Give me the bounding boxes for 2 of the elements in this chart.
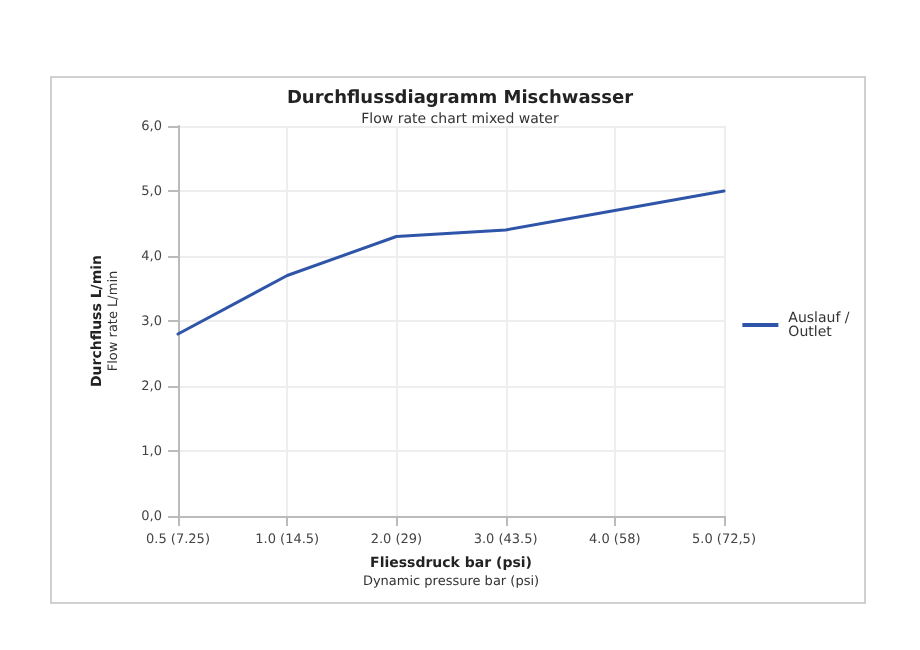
line-series <box>176 189 726 336</box>
chart-title: Durchflussdiagramm Mischwasser <box>286 89 635 109</box>
